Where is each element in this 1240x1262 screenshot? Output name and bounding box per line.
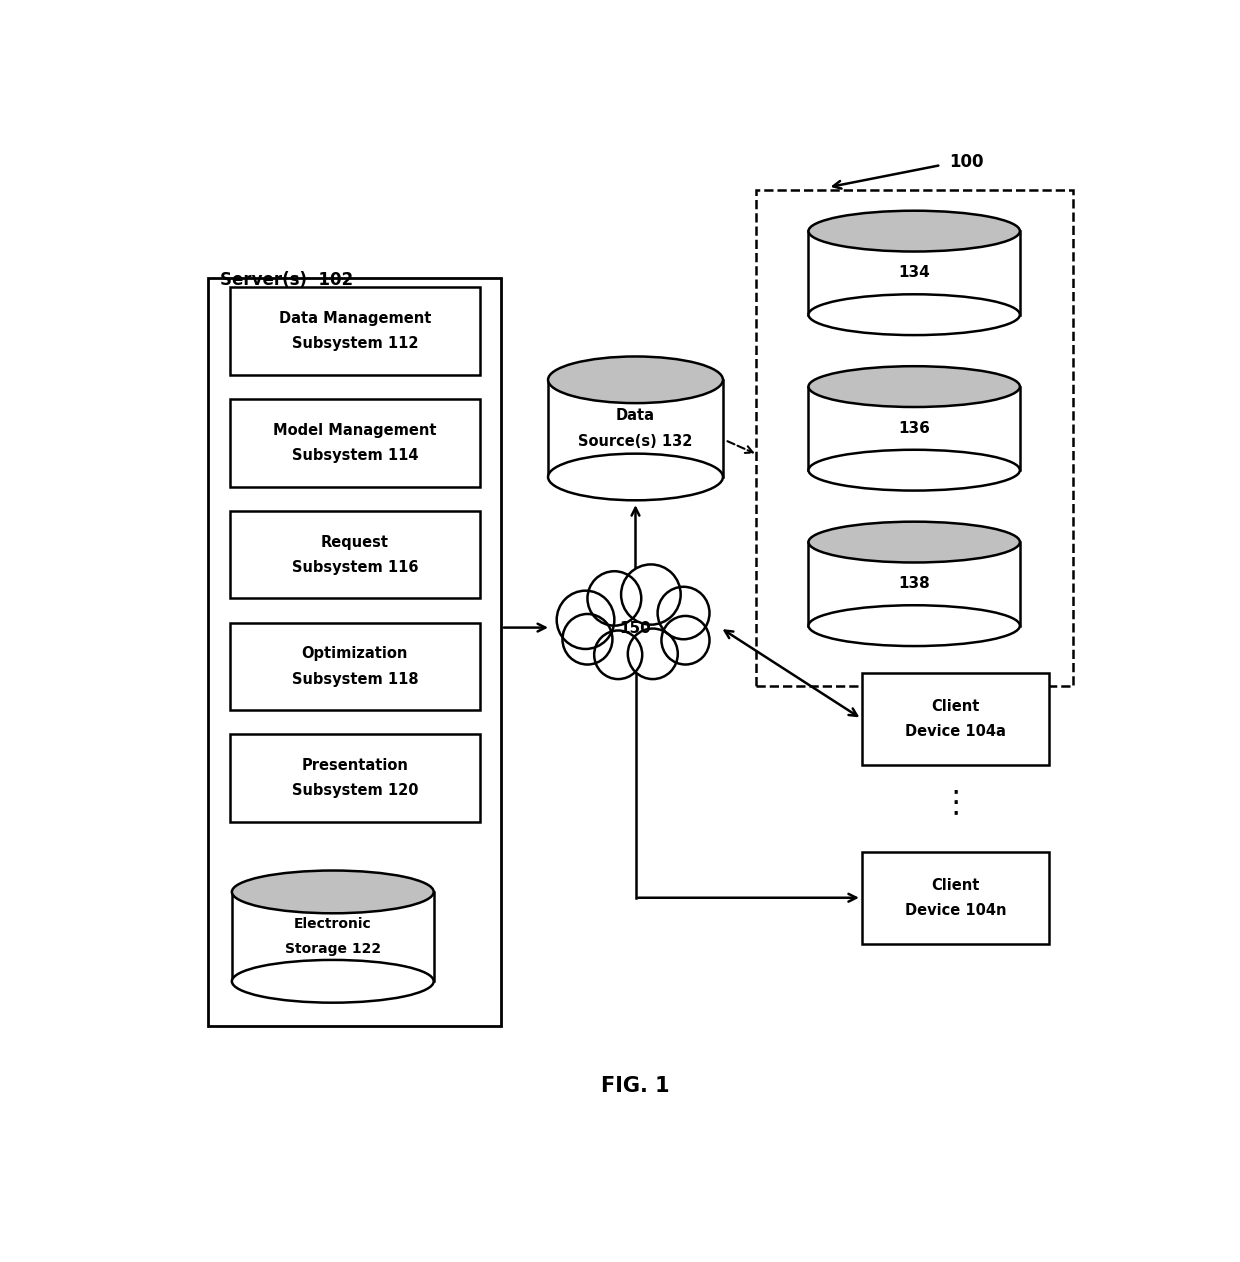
- Bar: [229, 399, 480, 487]
- Bar: [208, 278, 501, 1026]
- Circle shape: [621, 564, 681, 625]
- Circle shape: [594, 631, 642, 679]
- Bar: [232, 892, 434, 982]
- Text: Client: Client: [931, 877, 980, 892]
- Bar: [229, 734, 480, 822]
- Text: Request: Request: [321, 535, 389, 549]
- Text: 138: 138: [898, 577, 930, 592]
- Circle shape: [563, 615, 613, 665]
- Text: Server(s)  102: Server(s) 102: [221, 271, 353, 289]
- Circle shape: [588, 572, 641, 626]
- Bar: [808, 543, 1019, 626]
- Circle shape: [627, 628, 678, 679]
- Text: Electronic: Electronic: [294, 917, 372, 931]
- Text: Subsystem 120: Subsystem 120: [291, 784, 418, 799]
- Text: Optimization: Optimization: [301, 646, 408, 661]
- Bar: [808, 386, 1019, 471]
- Text: Presentation: Presentation: [301, 758, 408, 774]
- Bar: [229, 622, 480, 711]
- Text: Data: Data: [616, 408, 655, 423]
- Text: Device 104a: Device 104a: [905, 724, 1006, 740]
- Text: Subsystem 112: Subsystem 112: [291, 337, 418, 351]
- Ellipse shape: [548, 356, 723, 403]
- Circle shape: [557, 591, 614, 649]
- Bar: [229, 288, 480, 375]
- Bar: [862, 852, 1049, 944]
- Ellipse shape: [232, 960, 434, 1003]
- Circle shape: [661, 616, 709, 665]
- Text: 136: 136: [898, 422, 930, 435]
- Text: Subsystem 118: Subsystem 118: [291, 671, 418, 687]
- Circle shape: [657, 587, 709, 640]
- Ellipse shape: [808, 449, 1021, 491]
- Text: FIG. 1: FIG. 1: [601, 1076, 670, 1097]
- Text: 150: 150: [620, 621, 651, 636]
- Ellipse shape: [808, 606, 1021, 646]
- Text: ⋮: ⋮: [940, 787, 971, 817]
- Text: Data Management: Data Management: [279, 310, 432, 326]
- Bar: [862, 673, 1049, 765]
- Text: Storage 122: Storage 122: [285, 943, 381, 957]
- Ellipse shape: [808, 211, 1021, 251]
- Text: Client: Client: [931, 699, 980, 714]
- Bar: [755, 191, 1073, 685]
- Ellipse shape: [808, 366, 1021, 408]
- Ellipse shape: [232, 871, 434, 914]
- Bar: [808, 231, 1019, 314]
- Text: Subsystem 114: Subsystem 114: [291, 448, 418, 463]
- Bar: [548, 380, 723, 477]
- Text: Device 104n: Device 104n: [905, 902, 1007, 917]
- Text: Source(s) 132: Source(s) 132: [578, 434, 693, 448]
- Text: 100: 100: [949, 153, 983, 172]
- Ellipse shape: [548, 453, 723, 500]
- Bar: [229, 511, 480, 598]
- Ellipse shape: [808, 521, 1021, 563]
- Text: Subsystem 116: Subsystem 116: [291, 560, 418, 575]
- Ellipse shape: [808, 294, 1021, 336]
- Text: Model Management: Model Management: [273, 423, 436, 438]
- Text: 134: 134: [898, 265, 930, 280]
